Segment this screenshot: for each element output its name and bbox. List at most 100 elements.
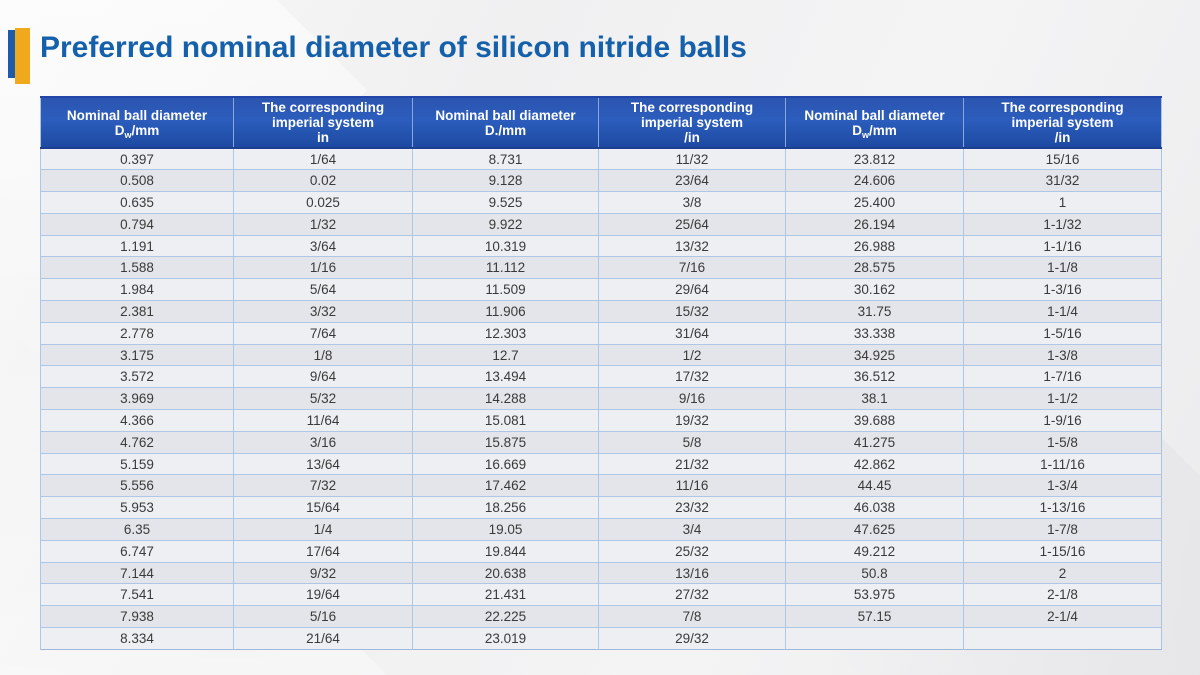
table-cell: 3/64: [233, 234, 413, 257]
table-cell: 1/4: [233, 518, 413, 541]
table-row: 5.159 13/64 16.669 21/32 42.862 1-11/16: [40, 452, 1162, 475]
table-cell: 15.081: [412, 409, 599, 432]
table-cell: 19/32: [598, 409, 786, 432]
table-cell: 0.635: [40, 191, 234, 214]
table-row: 3.572 9/64 13.494 17/32 36.512 1-7/16: [40, 365, 1162, 388]
table-cell: 9.922: [412, 212, 599, 236]
table-cell: 14.288: [412, 387, 599, 410]
table-row: 5.953 15/64 18.256 23/32 46.038 1-13/16: [40, 496, 1162, 519]
table-cell: 11/32: [598, 147, 786, 170]
table-cell: 13/32: [598, 234, 786, 257]
table-row: 7.541 19/64 21.431 27/32 53.975 2-1/8: [40, 583, 1162, 606]
table-cell: 11/64: [233, 409, 413, 432]
table-cell: 1-1/8: [963, 256, 1162, 279]
table-cell: 9/64: [233, 365, 413, 388]
table-cell: 13/16: [598, 561, 786, 584]
table-cell: 1-7/16: [963, 365, 1162, 388]
table-cell: 21.431: [412, 583, 599, 606]
table-cell: 3/32: [233, 300, 413, 323]
table-cell: 24.606: [785, 169, 964, 192]
table-cell: 44.45: [785, 474, 964, 497]
table-cell: 34.925: [785, 343, 964, 366]
table-cell: 21/64: [233, 627, 413, 650]
table-cell: 15.875: [412, 430, 599, 454]
table-cell: 13/64: [233, 452, 413, 475]
table-cell: 1/8: [233, 343, 413, 366]
table-cell: 53.975: [785, 583, 964, 606]
table-cell: 7.938: [40, 605, 234, 628]
table-cell: 3.572: [40, 365, 234, 388]
table-cell: 8.334: [40, 627, 234, 650]
table-cell: 11.509: [412, 278, 599, 301]
table-cell: 7/32: [233, 474, 413, 497]
table-cell: 9.525: [412, 191, 599, 214]
table-cell: 9/32: [233, 561, 413, 584]
table-cell: 25/32: [598, 539, 786, 563]
table-row: 4.366 11/64 15.081 19/32 39.688 1-9/16: [40, 409, 1162, 432]
table-cell: 21/32: [598, 452, 786, 475]
table-cell: 18.256: [412, 496, 599, 519]
page-title: Preferred nominal diameter of silicon ni…: [40, 31, 747, 64]
table-cell: 7.144: [40, 561, 234, 584]
table-body: 0.397 1/64 8.731 11/32 23.812 15/16 0.508 0.02 9…: [40, 147, 1162, 650]
table-row: 2.778 7/64 12.303 31/64 33.338 1-5/16: [40, 321, 1162, 345]
table-cell: 4.366: [40, 409, 234, 432]
table-cell: [785, 627, 964, 650]
table-cell: 11.112: [412, 256, 599, 279]
table-cell: 15/32: [598, 300, 786, 323]
table-cell: 26.988: [785, 234, 964, 257]
table-cell: 13.494: [412, 365, 599, 388]
header-imperial-in-3: The corresponding imperial system /in: [963, 96, 1162, 149]
header-nominal-diameter-mm-2: Nominal ball diameter D./mm: [412, 96, 599, 149]
table-cell: 39.688: [785, 409, 964, 432]
table-cell: 3/8: [598, 191, 786, 214]
table-cell: 1/64: [233, 147, 413, 170]
table-cell: 50.8: [785, 561, 964, 584]
table-cell: 5/16: [233, 605, 413, 628]
table-row: 6.35 1/4 19.05 3/4 47.625 1-7/8: [40, 518, 1162, 541]
table-row: 4.762 3/16 15.875 5/8 41.275 1-5/8: [40, 430, 1162, 454]
table-cell: 1-5/8: [963, 430, 1162, 454]
table-cell: 29/64: [598, 278, 786, 301]
title-accent-bar-blue: [8, 30, 16, 78]
table-row: 8.334 21/64 23.019 29/32: [40, 627, 1162, 650]
table-cell: 2-1/4: [963, 605, 1162, 628]
table-cell: 1-3/8: [963, 343, 1162, 366]
table-row: 3.175 1/8 12.7 1/2 34.925 1-3/8: [40, 343, 1162, 366]
table-cell: 1-3/16: [963, 278, 1162, 301]
table-cell: 31/32: [963, 169, 1162, 192]
table-cell: 5/64: [233, 278, 413, 301]
table-cell: 15/16: [963, 147, 1162, 170]
table-cell: 3/16: [233, 430, 413, 454]
table-cell: 1-1/16: [963, 234, 1162, 257]
table-cell: 9/16: [598, 387, 786, 410]
table-cell: 12.303: [412, 321, 599, 345]
table-cell: 3.969: [40, 387, 234, 410]
table-cell: 46.038: [785, 496, 964, 519]
header-imperial-in-1: The corresponding imperial system in: [233, 96, 413, 149]
table-cell: 0.508: [40, 169, 234, 192]
table-cell: 29/32: [598, 627, 786, 650]
table-cell: 0.025: [233, 191, 413, 214]
table-cell: 19.844: [412, 539, 599, 563]
table-cell: 19/64: [233, 583, 413, 606]
table-cell: 1-5/16: [963, 321, 1162, 345]
table-cell: 1: [963, 191, 1162, 214]
table-cell: 1/2: [598, 343, 786, 366]
table-cell: 22.225: [412, 605, 599, 628]
table-cell: 33.338: [785, 321, 964, 345]
table-row: 0.635 0.025 9.525 3/8 25.400 1: [40, 191, 1162, 214]
table-cell: 5.953: [40, 496, 234, 519]
table-cell: 0.02: [233, 169, 413, 192]
table-cell: 49.212: [785, 539, 964, 563]
table-cell: 1.588: [40, 256, 234, 279]
table-row: 1.984 5/64 11.509 29/64 30.162 1-3/16: [40, 278, 1162, 301]
table-cell: 5/8: [598, 430, 786, 454]
table-cell: [963, 627, 1162, 650]
table-row: 7.938 5/16 22.225 7/8 57.15 2-1/4: [40, 605, 1162, 628]
table-cell: 23/64: [598, 169, 786, 192]
table-cell: 47.625: [785, 518, 964, 541]
table-cell: 1/16: [233, 256, 413, 279]
table-cell: 17/32: [598, 365, 786, 388]
table-cell: 1-7/8: [963, 518, 1162, 541]
